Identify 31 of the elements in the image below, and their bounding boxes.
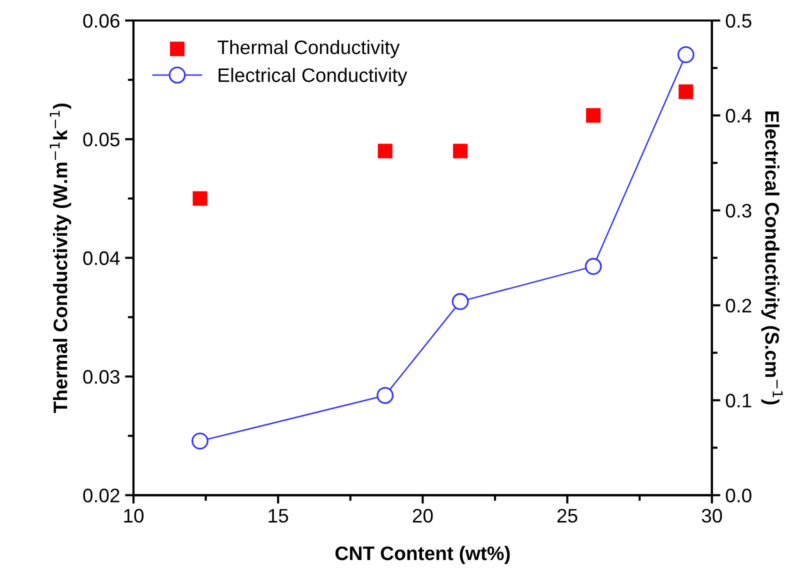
- legend-label: Electrical Conductivity: [218, 68, 408, 86]
- y-tick-label: 0.02: [83, 488, 120, 502]
- y-tick-label: 0.04: [83, 251, 120, 266]
- y-tick-label: 0.05: [83, 132, 120, 146]
- point: [378, 144, 392, 158]
- point: [677, 46, 694, 64]
- x-tick-label: 20: [412, 508, 433, 523]
- point: [586, 108, 601, 123]
- point: [452, 293, 469, 310]
- y-tick-label: 0.06: [83, 14, 120, 28]
- y2-tick-label: 0.2: [726, 298, 752, 313]
- x-tick-label: 10: [124, 508, 144, 523]
- y2-tick-label: 0.5: [726, 14, 752, 28]
- point: [453, 144, 468, 158]
- y2-tick-label: 0.1: [726, 394, 752, 408]
- x-tick-label: 25: [557, 508, 578, 523]
- y2-axis-title: Electrical Conductivity (S.cm$^{−1}$): [761, 111, 783, 404]
- x-tick-label: 30: [702, 508, 722, 523]
- y-axis-title: Thermal Conductivity (W.m$^{−1}$k$^{−1}$): [50, 104, 72, 413]
- point: [192, 432, 208, 450]
- legend-label: Thermal Conductivity: [218, 40, 400, 58]
- y2-tick-label: 0.4: [726, 108, 752, 123]
- x-tick-label: 15: [268, 509, 288, 523]
- y2-tick-label: 0.3: [726, 204, 752, 218]
- y2-tick-label: 0.0: [726, 488, 752, 502]
- point: [376, 387, 394, 404]
- y-tick-label: 0.03: [83, 370, 120, 384]
- point: [584, 258, 602, 275]
- point: [678, 84, 694, 99]
- point: [192, 191, 208, 206]
- x-axis-title: CNT Content (wt%): [335, 546, 510, 564]
